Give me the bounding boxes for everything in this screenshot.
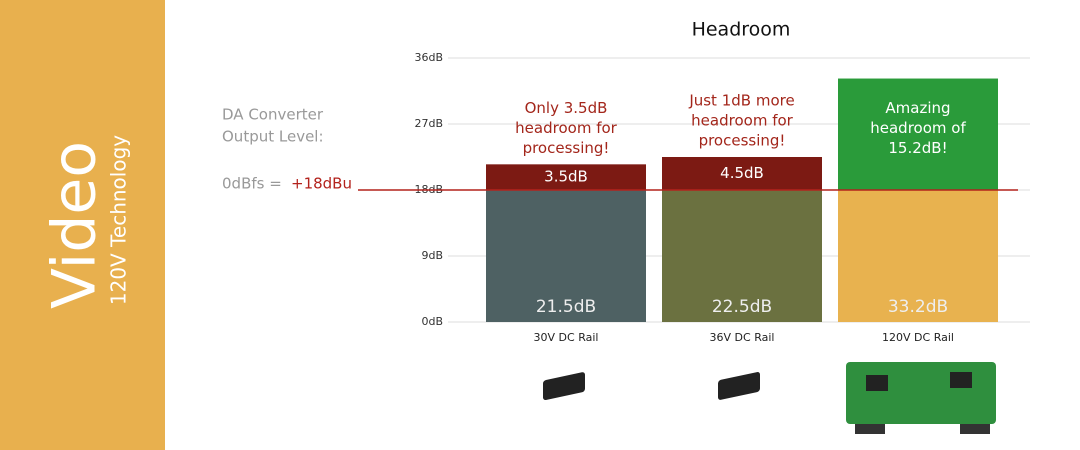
x-tick-label: 36V DC Rail: [710, 331, 775, 344]
y-tick-label: 9dB: [421, 249, 443, 262]
annotation: 15.2dB!: [888, 139, 947, 157]
bar-segment: [662, 190, 822, 322]
y-tick-label: 36dB: [414, 51, 443, 64]
bar-segment: [486, 190, 646, 322]
x-tick-label: 120V DC Rail: [882, 331, 954, 344]
y-tick-label: 27dB: [414, 117, 443, 130]
chart-title: Headroom: [692, 19, 791, 41]
total-label: 22.5dB: [712, 297, 772, 317]
annotation: headroom of: [870, 119, 966, 137]
bar-segment: [662, 157, 822, 190]
chip-icon: [543, 362, 996, 434]
sidebar: [0, 0, 165, 450]
annotation: processing!: [699, 132, 786, 150]
annotation: headroom for: [515, 119, 617, 137]
y-tick-label: 0dB: [421, 315, 443, 328]
annotation: headroom for: [691, 112, 793, 130]
segment-label: 4.5dB: [720, 164, 764, 182]
x-tick-label: 30V DC Rail: [534, 331, 599, 344]
annotation: Just 1dB more: [688, 92, 794, 110]
annotation: Amazing: [885, 99, 950, 117]
reference-prefix: 0dBfs =: [222, 175, 282, 193]
sidebar-subtitle: 120V Technology: [107, 135, 131, 305]
sidebar-title: Video: [40, 141, 110, 309]
total-label: 33.2dB: [888, 297, 948, 317]
side-note: Output Level:: [222, 128, 324, 146]
reference-label: +18dBu: [291, 175, 352, 193]
segment-label: 3.5dB: [544, 168, 588, 186]
bar-segment: [838, 190, 998, 322]
bar-segment: [486, 164, 646, 190]
total-label: 21.5dB: [536, 297, 596, 317]
bar-segment: [838, 78, 998, 190]
annotation: Only 3.5dB: [525, 99, 608, 117]
annotation: processing!: [523, 139, 610, 157]
side-note: DA Converter: [222, 106, 324, 124]
